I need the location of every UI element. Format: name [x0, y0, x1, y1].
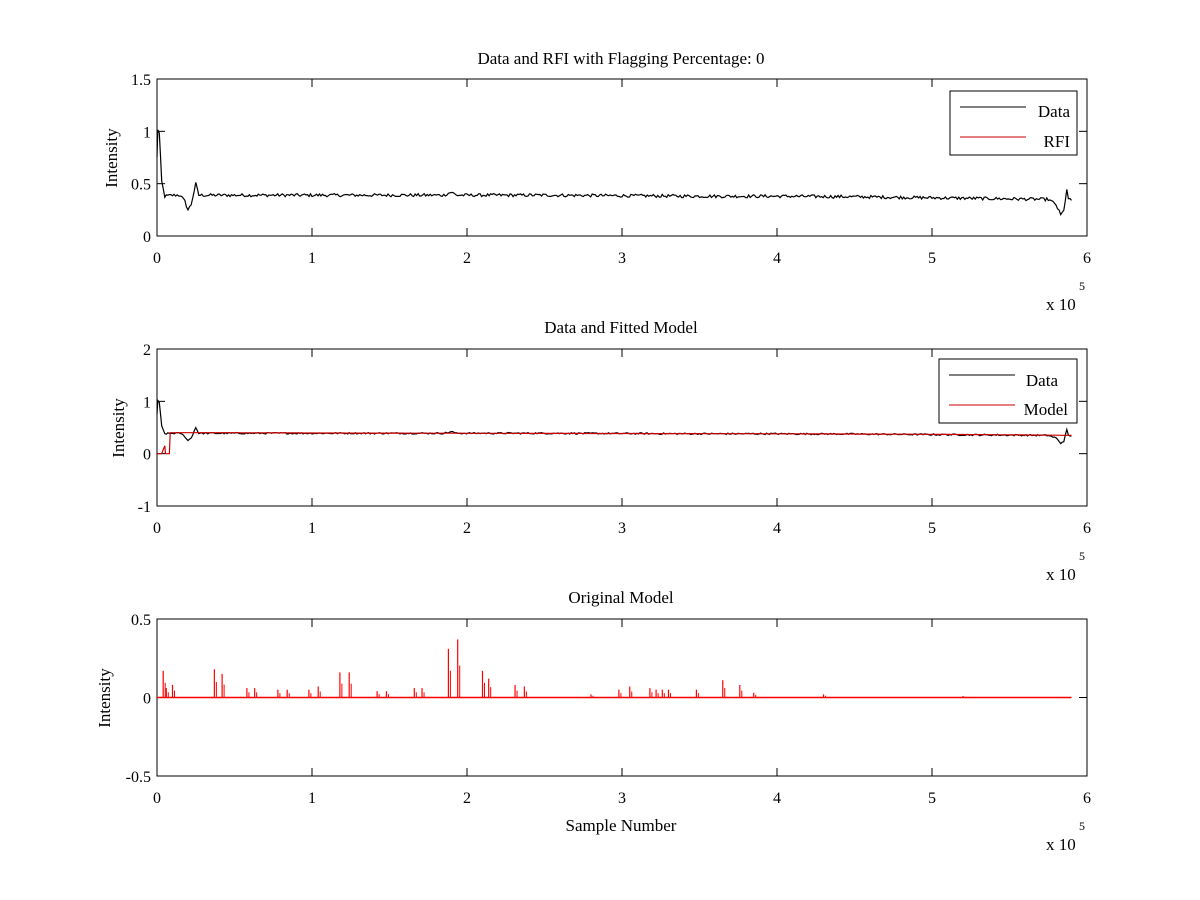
panel-3-xtick-label: 4: [773, 790, 781, 807]
panel-2-legend-label-data: Data: [1026, 371, 1059, 390]
panel-1-xtick-label: 2: [463, 250, 471, 267]
panel-2-x-multiplier-exponent: 5: [1079, 549, 1085, 563]
panel-1-title: Data and RFI with Flagging Percentage: 0: [477, 49, 764, 68]
panel-1-xtick-label: 3: [618, 250, 626, 267]
panel-2-legend-label-model: Model: [1024, 400, 1069, 419]
panel-2-ytick-label: 0: [143, 447, 151, 464]
panel-1-series-data-line: [156, 129, 1072, 216]
panel-2-legend-box: [938, 358, 1078, 424]
panel-3-xtick-label: 0: [153, 790, 161, 807]
panel-3-ytick-label: 0: [143, 691, 151, 708]
panel-3-xtick-label: 6: [1083, 790, 1091, 807]
panel-2-xtick-label: 1: [308, 520, 316, 537]
panel-3-ytick-label: 0.5: [131, 612, 151, 629]
panel-1: Data and RFI with Flagging Percentage: 0…: [102, 49, 1091, 314]
panel-3-plot-area: 0 1 2 3 4 5 6-0.500.5: [126, 612, 1091, 807]
panel-1-plot-area: 0 1 2 3 4 5 6 0 0.5 1 1.5: [131, 72, 1091, 267]
panel-1-ytick-label: 0: [143, 229, 151, 246]
panel-2-ytick-label: 1: [143, 394, 151, 411]
panel-3-x-multiplier: x 10: [1046, 835, 1076, 854]
panel-3: Original Model 0 1 2 3 4 5 6-0.500.5 Intensity…: [95, 588, 1091, 854]
panel-1-axes-frame: [156, 78, 1088, 237]
panel-2-ytick-label: -1: [138, 499, 151, 516]
panel-2-xtick-label: 6: [1083, 520, 1091, 537]
panel-1-legend-box: [949, 90, 1078, 156]
panel-3-xlabel: Sample Number: [566, 816, 677, 835]
panel-1-xtick-label: 5: [928, 250, 936, 267]
panel-1-ylabel: Intensity: [102, 128, 121, 188]
panel-3-xtick-label: 3: [618, 790, 626, 807]
panel-1-legend-label-data: Data: [1038, 102, 1071, 121]
panel-3-ylabel: Intensity: [95, 668, 114, 728]
panel-2-axes-frame: [156, 348, 1088, 507]
panel-1-x-multiplier-exponent: 5: [1079, 279, 1085, 293]
panel-1-xtick-label: 6: [1083, 250, 1091, 267]
panel-1-xtick-label: 0: [153, 250, 161, 267]
panel-2-xtick-label: 0: [153, 520, 161, 537]
panel-1-legend: Data RFI: [949, 90, 1078, 156]
panel-3-xtick-label: 5: [928, 790, 936, 807]
panel-2-ylabel: Intensity: [109, 398, 128, 458]
panel-1-xtick-label: 1: [308, 250, 316, 267]
panel-2-series-model-line: [157, 432, 1072, 455]
panel-2-ytick-label: 2: [143, 342, 151, 359]
panel-2-x-multiplier: x 10: [1046, 565, 1076, 584]
panel-2-xtick-label: 5: [928, 520, 936, 537]
panel-2-xtick-label: 2: [463, 520, 471, 537]
panel-3-xtick-label: 1: [308, 790, 316, 807]
panel-1-ytick-label: 1.5: [131, 72, 151, 89]
panel-1-xtick-label: 4: [773, 250, 781, 267]
panel-1-x-multiplier: x 10: [1046, 295, 1076, 314]
panel-3-xtick-label: 2: [463, 790, 471, 807]
panel-1-legend-label-rfi: RFI: [1044, 132, 1071, 151]
panel-2-xtick-label: 4: [773, 520, 781, 537]
panel-3-title: Original Model: [568, 588, 674, 607]
panel-1-ytick-label: 0.5: [131, 177, 151, 194]
panel-2-title: Data and Fitted Model: [544, 318, 698, 337]
panel-3-x-multiplier-exponent: 5: [1079, 819, 1085, 833]
panel-2-legend: Data Model: [938, 358, 1078, 424]
panel-3-ytick-label: -0.5: [126, 769, 151, 786]
panel-2-xtick-label: 3: [618, 520, 626, 537]
panel-1-ytick-label: 1: [143, 124, 151, 141]
